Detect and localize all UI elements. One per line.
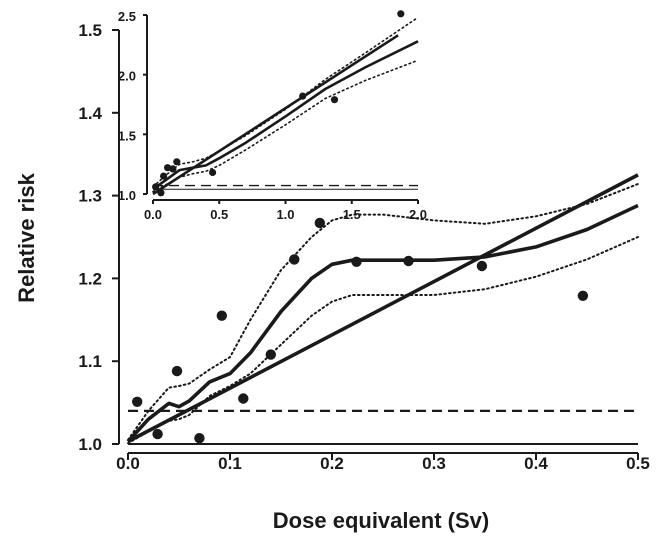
main-axes: 0.0 0.1 0.2 0.3 0.4 0.5 1.0 1.1 1.2 1.3 1.4 1.5	[78, 21, 649, 473]
main-y-tick-label: 1.3	[78, 187, 102, 206]
main-data-point	[351, 256, 362, 267]
main-y-tick-label: 1.4	[78, 104, 102, 123]
main-y-tick-label: 1.2	[78, 269, 102, 288]
inset-smooth-fit-line	[152, 40, 419, 191]
main-x-tick-label: 0.1	[218, 454, 242, 473]
inset-x-tick-label: 0.0	[144, 207, 162, 222]
main-data-point	[265, 349, 276, 360]
inset-data-points	[152, 10, 405, 197]
main-series-lines	[126, 173, 639, 445]
main-y-tick-label: 1.0	[78, 435, 102, 454]
inset-background	[148, 8, 423, 196]
inset-data-point	[157, 189, 165, 197]
inset-y-tick-label: 1.5	[118, 128, 136, 143]
main-y-tick-label: 1.1	[78, 352, 102, 371]
main-data-point	[476, 260, 488, 272]
inset-x-tick-label: 2.0	[409, 207, 427, 222]
main-data-point	[289, 254, 300, 265]
inset-y-tick-label: 2.0	[118, 69, 136, 84]
inset-x-tick-label: 1.5	[343, 207, 361, 222]
inset-axes: 0.0 0.5 1.0 1.5 2.0 1.0 1.5 2.0 2.5	[118, 9, 427, 222]
main-data-point	[314, 217, 325, 229]
main-data-point	[216, 310, 227, 321]
inset-x-tick-label: 1.0	[276, 207, 294, 222]
inset-data-point	[169, 165, 177, 173]
inset-lower-ci-line	[152, 59, 419, 193]
main-smooth-fit-line	[126, 203, 639, 443]
inset-data-point	[397, 10, 405, 18]
inset-y-tick-label: 1.0	[118, 188, 136, 203]
inset-data-point	[173, 158, 181, 166]
inset-data-point	[209, 168, 217, 177]
main-plot: 0.0 0.1 0.2 0.3 0.4 0.5 1.0 1.1 1.2 1.3 1.4 1.5	[78, 21, 649, 473]
main-linear-fit-line	[127, 173, 639, 444]
main-x-tick-label: 0.5	[626, 454, 650, 473]
main-data-points	[132, 217, 589, 444]
main-data-point	[171, 365, 183, 377]
main-data-point	[577, 290, 589, 301]
main-x-tick-label: 0.4	[524, 454, 548, 473]
y-axis-title: Relative risk	[14, 172, 39, 302]
main-lower-ci-line	[127, 236, 639, 445]
main-x-tick-label: 0.2	[320, 454, 344, 473]
inset-plot: 0.0 0.5 1.0 1.5 2.0 1.0 1.5 2.0 2.5	[118, 8, 427, 222]
main-data-point	[194, 433, 205, 444]
main-data-point	[238, 393, 249, 404]
inset-data-point	[330, 96, 339, 104]
x-axis-title: Dose equivalent (Sv)	[273, 508, 489, 533]
inset-x-tick-label: 0.5	[210, 207, 228, 222]
main-data-point	[132, 396, 143, 407]
inset-y-tick-label: 2.5	[118, 9, 136, 24]
main-y-tick-label: 1.5	[78, 21, 102, 40]
inset-data-point	[160, 172, 168, 180]
main-x-tick-label: 0.3	[422, 454, 446, 473]
main-upper-ci-line	[127, 183, 639, 441]
main-data-point	[152, 428, 163, 440]
main-x-tick-label: 0.0	[116, 454, 140, 473]
inset-data-point	[152, 183, 160, 191]
main-data-point	[403, 255, 414, 267]
inset-data-point	[299, 92, 307, 100]
